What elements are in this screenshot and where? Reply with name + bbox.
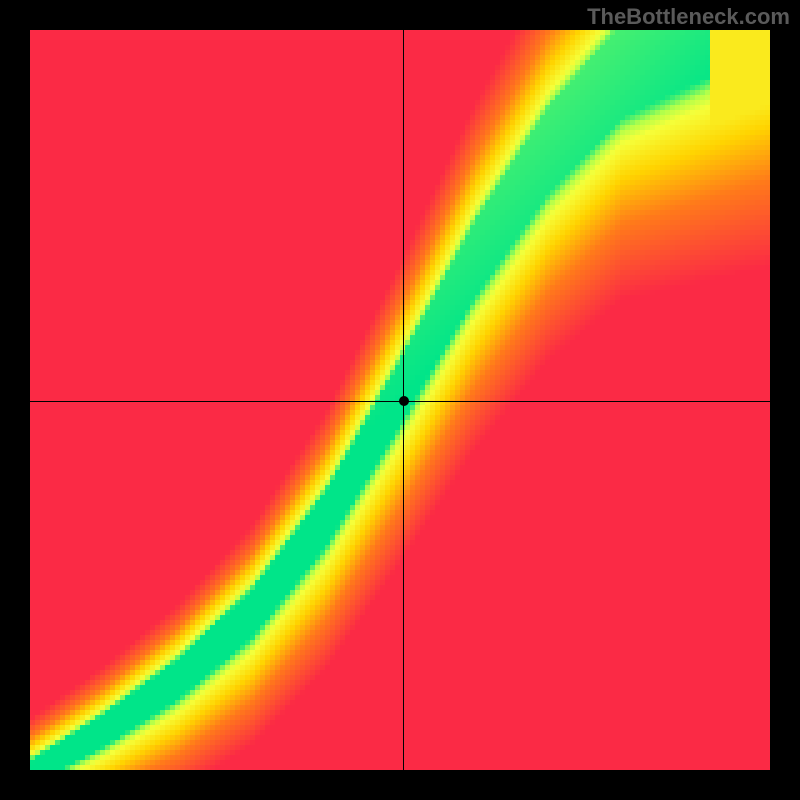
watermark-text: TheBottleneck.com <box>587 4 790 30</box>
chart-container: TheBottleneck.com <box>0 0 800 800</box>
crosshair-marker-dot <box>399 396 409 406</box>
